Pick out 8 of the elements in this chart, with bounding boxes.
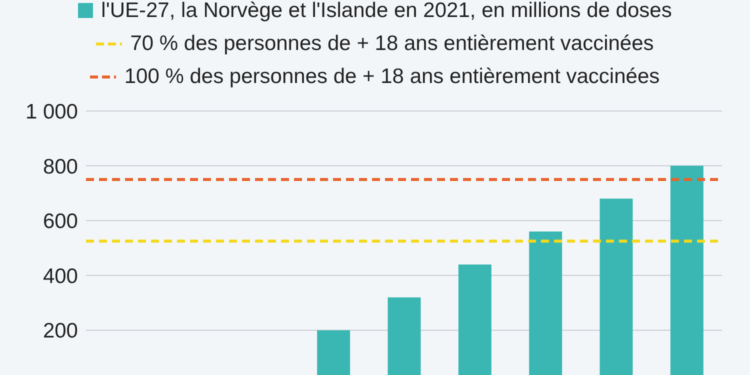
legend-label: l'UE-27, la Norvège et l'Islande en 2021, en millions de doses — [101, 0, 672, 24]
y-tick-label: 400 — [42, 264, 78, 288]
y-tick-label: 600 — [42, 210, 78, 234]
y-tick-label: 200 — [42, 320, 78, 343]
y-tick-label: 1 000 — [25, 100, 78, 124]
legend-label: 70 % des personnes de + 18 ans entièrement vaccinées — [130, 31, 654, 57]
legend-label: 100 % des personnes de + 18 ans entièrement vaccinées — [124, 64, 660, 90]
y-tick-label: 800 — [42, 155, 78, 178]
